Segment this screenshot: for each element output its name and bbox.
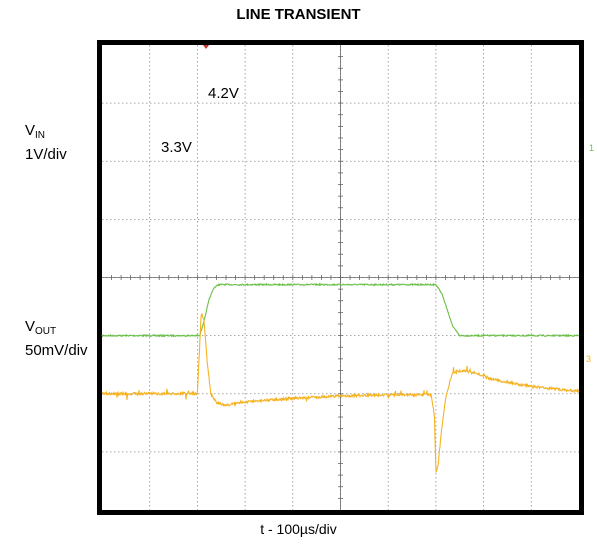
vout-channel-label: VOUT 50mV/div <box>25 318 88 359</box>
scope-grid <box>102 45 579 510</box>
annotation-4-2v: 4.2V <box>208 85 239 102</box>
chart-title: LINE TRANSIENT <box>236 6 361 23</box>
trigger-marker <box>203 45 209 49</box>
vout-trace <box>101 313 580 473</box>
vin-channel-label: VIN 1V/div <box>25 122 67 163</box>
annotation-3-3v: 3.3V <box>161 139 192 156</box>
x-axis-label: t - 100µs/div <box>260 521 337 537</box>
vin-trace <box>101 282 580 338</box>
channel-3-marker: 3 <box>586 354 591 364</box>
channel-1-marker: 1 <box>589 143 594 153</box>
